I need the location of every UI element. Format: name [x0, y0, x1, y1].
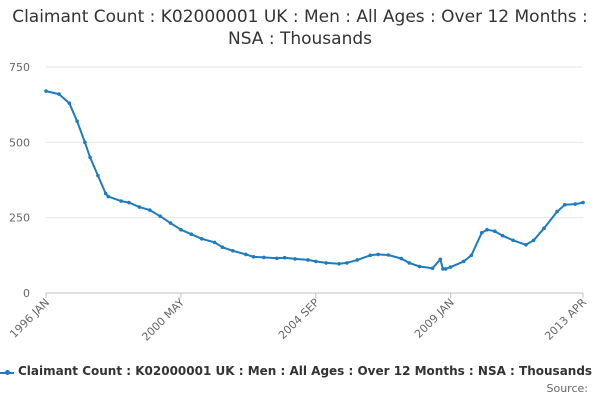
data-point[interactable]: [555, 209, 559, 214]
data-point[interactable]: [262, 255, 266, 260]
data-point[interactable]: [417, 264, 422, 269]
data-point[interactable]: [67, 101, 72, 105]
source-label: Source:: [546, 382, 589, 395]
data-point[interactable]: [345, 261, 349, 265]
data-point[interactable]: [524, 243, 528, 247]
data-point[interactable]: [189, 232, 194, 236]
data-point[interactable]: [511, 238, 515, 243]
data-point[interactable]: [96, 173, 100, 178]
data-point[interactable]: [461, 259, 466, 264]
data-point[interactable]: [493, 229, 497, 233]
data-point[interactable]: [448, 265, 453, 269]
data-point[interactable]: [83, 140, 87, 145]
data-point[interactable]: [251, 254, 256, 259]
data-point[interactable]: [324, 261, 329, 265]
data-point[interactable]: [542, 226, 546, 230]
x-tick-label: 2013 APR: [542, 296, 589, 343]
data-point[interactable]: [119, 199, 123, 203]
data-point[interactable]: [212, 240, 217, 245]
data-point[interactable]: [220, 245, 225, 249]
data-point[interactable]: [137, 205, 142, 209]
data-point[interactable]: [480, 230, 484, 235]
data-point[interactable]: [75, 119, 79, 123]
x-axis: 1996 JAN 2000 MAY 2004 SEP 2009 JAN 2013 APR: [7, 293, 589, 344]
data-point[interactable]: [337, 262, 341, 266]
data-point[interactable]: [306, 258, 310, 262]
grid-lines: [46, 66, 583, 294]
x-tick-label: 2000 MAY: [139, 296, 187, 344]
y-tick-label: 500: [9, 136, 30, 149]
y-tick-label: 250: [9, 212, 30, 225]
data-point[interactable]: [531, 238, 536, 243]
data-point[interactable]: [106, 194, 111, 199]
data-point[interactable]: [44, 89, 48, 93]
x-tick-label: 2009 JAN: [412, 296, 457, 341]
data-point[interactable]: [500, 233, 505, 238]
data-point[interactable]: [179, 227, 183, 232]
data-point[interactable]: [314, 259, 318, 264]
chart-title: Claimant Count : K02000001 UK : Men : Al…: [12, 7, 588, 49]
data-point[interactable]: [57, 92, 61, 96]
legend-swatch: [0, 370, 14, 375]
data-point[interactable]: [376, 252, 380, 257]
data-point[interactable]: [485, 227, 489, 232]
data-point[interactable]: [407, 261, 412, 265]
series-line: [45, 90, 584, 270]
data-point[interactable]: [355, 258, 360, 262]
series-layer: [44, 89, 585, 271]
data-point[interactable]: [430, 266, 435, 271]
data-point[interactable]: [231, 249, 235, 253]
data-point[interactable]: [293, 257, 297, 261]
data-point[interactable]: [563, 202, 567, 207]
x-tick-label: 2004 SEP: [276, 296, 322, 342]
y-tick-label: 750: [9, 61, 30, 74]
x-tick-label: 1996 JAN: [7, 296, 52, 341]
data-point[interactable]: [103, 191, 108, 196]
data-point[interactable]: [441, 267, 445, 271]
data-point[interactable]: [438, 257, 443, 262]
data-point[interactable]: [573, 202, 577, 206]
data-point[interactable]: [469, 253, 474, 258]
legend[interactable]: Claimant Count : K02000001 UK : Men : Al…: [0, 364, 600, 382]
data-point[interactable]: [581, 200, 585, 205]
legend-label: Claimant Count : K02000001 UK : Men : Al…: [18, 364, 593, 378]
data-point[interactable]: [199, 237, 204, 241]
data-point[interactable]: [386, 253, 391, 257]
y-tick-label: 0: [23, 287, 30, 300]
data-point[interactable]: [158, 214, 162, 218]
y-axis-ticks: 0 250 500 750: [9, 61, 30, 300]
data-point[interactable]: [399, 256, 404, 261]
data-point[interactable]: [148, 208, 152, 212]
data-point[interactable]: [443, 267, 448, 271]
data-point[interactable]: [368, 253, 373, 258]
data-point[interactable]: [282, 255, 287, 260]
data-point[interactable]: [127, 200, 131, 205]
data-point[interactable]: [275, 256, 279, 261]
data-point[interactable]: [168, 221, 173, 225]
data-point[interactable]: [88, 155, 92, 160]
data-point[interactable]: [244, 252, 248, 257]
